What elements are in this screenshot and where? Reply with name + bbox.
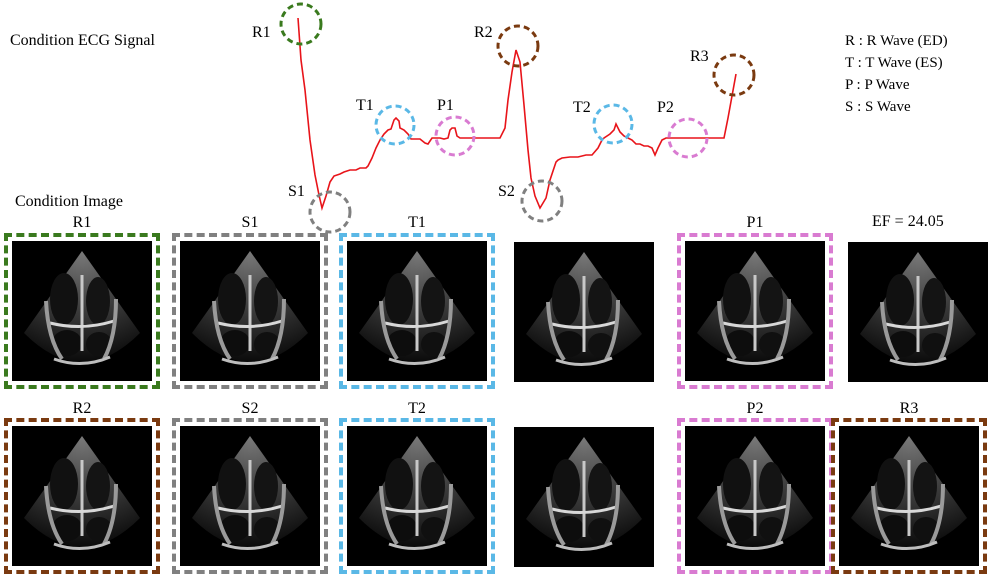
legend-item-r: R : R Wave (ED) [845,33,948,49]
image-frame-r2 [4,418,160,574]
marker-s1-label: S1 [288,183,305,200]
legend-item-p: P : P Wave [845,77,910,93]
ecg-signal-line [297,17,737,211]
echo-image [180,426,320,566]
echo-image [347,241,487,381]
image-frame-s2 [172,418,328,574]
ecg-marker-labels: R1 S1 T1 P1 R2 S2 T2 P2 R3 [252,24,709,200]
legend-item-t: T : T Wave (ES) [845,55,943,71]
marker-r3-label: R3 [690,48,709,65]
echo-image [12,426,152,566]
image-frame-p2 [677,418,833,574]
marker-t2-circle [592,103,634,145]
echo-image [685,241,825,381]
image-unlabeled-3 [514,427,654,567]
echo-image [12,241,152,381]
image-label-r3: R3 [899,400,919,417]
ecg-title: Condition ECG Signal [10,32,155,49]
ef-value: EF = 24.05 [872,213,944,230]
image-frame-t1 [339,233,495,389]
image-label-p1: P1 [746,214,764,231]
marker-r2-circle [496,24,540,68]
ecg-signal-plot: R1 S1 T1 P1 R2 S2 T2 P2 R3 [252,2,756,234]
echo-image [514,427,654,567]
image-label-t2: T2 [408,400,426,417]
marker-t2-label: T2 [573,99,591,116]
image-unlabeled-2 [848,242,988,382]
image-frame-t2 [339,418,495,574]
echo-image [839,426,979,566]
marker-s1-circle [308,190,352,234]
image-frame-r1 [4,233,160,389]
marker-t1-circle [374,104,416,146]
marker-t1-label: T1 [356,97,374,114]
echo-image [685,426,825,566]
image-frame-p1 [677,233,833,389]
marker-p2-label: P2 [657,99,674,116]
image-label-t1: T1 [408,214,426,231]
image-label-p2: P2 [746,400,764,417]
marker-p2-circle [667,117,709,159]
echo-image [180,241,320,381]
marker-r1-circle [279,2,323,46]
marker-s2-label: S2 [498,183,515,200]
ecg-marker-circles [279,2,756,234]
legend-item-s: S : S Wave [845,99,911,115]
image-unlabeled-1 [514,242,654,382]
marker-r2-label: R2 [474,24,493,41]
marker-p1-circle [434,115,476,157]
echo-image [347,426,487,566]
marker-r1-label: R1 [252,24,271,41]
image-frame-r3 [831,418,987,574]
marker-s2-circle [520,179,564,223]
image-title: Condition Image [15,193,123,210]
image-label-r1: R1 [72,214,92,231]
image-label-s2: S2 [241,400,259,417]
wave-legend: R : R Wave (ED) T : T Wave (ES) P : P Wa… [845,30,948,118]
marker-p1-label: P1 [437,97,454,114]
marker-r3-circle [712,53,756,97]
image-label-s1: S1 [241,214,259,231]
echo-image [514,242,654,382]
image-label-r2: R2 [72,400,92,417]
echo-image [848,242,988,382]
image-frame-s1 [172,233,328,389]
